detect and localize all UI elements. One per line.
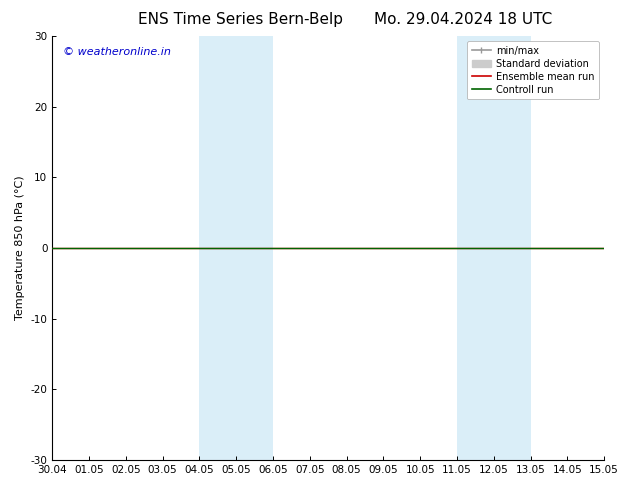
Text: ENS Time Series Bern-Belp: ENS Time Series Bern-Belp (138, 12, 344, 27)
Bar (236, 36, 273, 460)
Bar (457, 36, 494, 460)
Bar (494, 36, 531, 460)
Bar (200, 36, 236, 460)
Y-axis label: Temperature 850 hPa (°C): Temperature 850 hPa (°C) (15, 176, 25, 320)
Text: Mo. 29.04.2024 18 UTC: Mo. 29.04.2024 18 UTC (373, 12, 552, 27)
Text: © weatheronline.in: © weatheronline.in (63, 47, 171, 57)
Legend: min/max, Standard deviation, Ensemble mean run, Controll run: min/max, Standard deviation, Ensemble me… (467, 41, 599, 99)
